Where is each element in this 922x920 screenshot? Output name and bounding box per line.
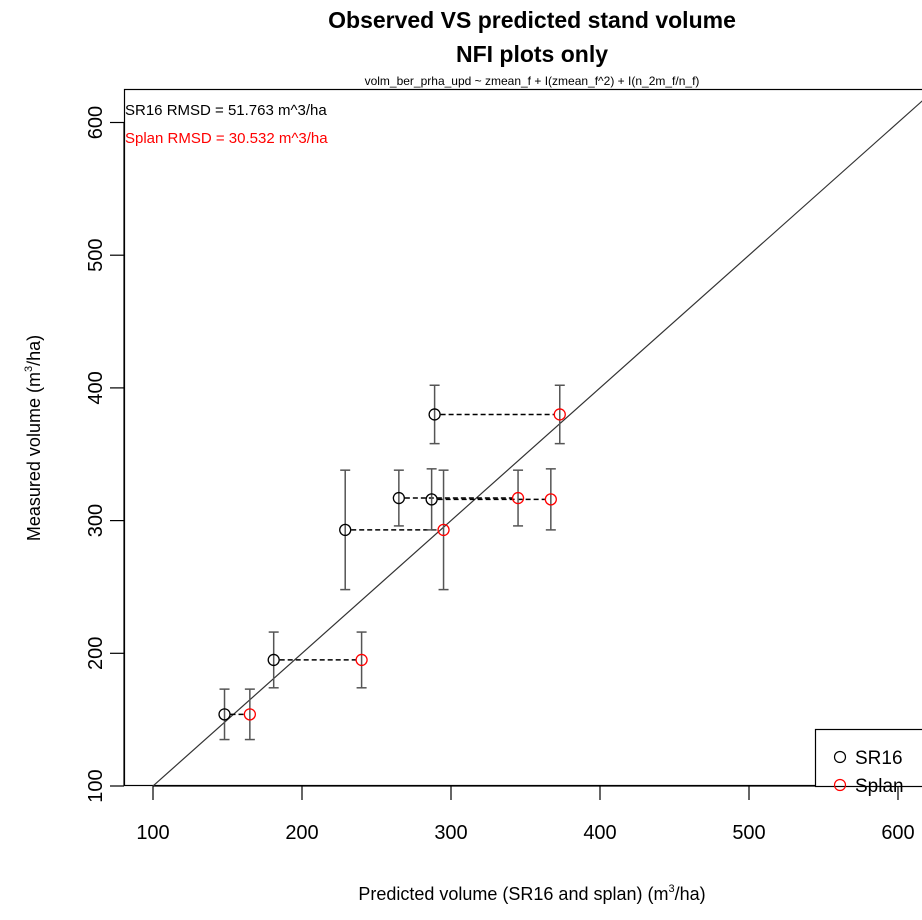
chart-title: Observed VS predicted stand volume bbox=[328, 7, 736, 33]
data-point-splan bbox=[243, 708, 257, 721]
x-tick-label: 300 bbox=[434, 822, 467, 844]
annotation-splan-rmsd: Splan RMSD = 30.532 m^3/ha bbox=[125, 130, 328, 147]
chart-subtitle: volm_ber_prha_upd ~ zmean_f + I(zmean_f^… bbox=[365, 74, 700, 88]
data-point-splan bbox=[437, 523, 450, 537]
legend-label-sr16: SR16 bbox=[855, 748, 903, 769]
y-tick-label: 400 bbox=[85, 371, 107, 404]
x-tick-label: 200 bbox=[285, 822, 318, 844]
x-tick-label: 400 bbox=[583, 822, 616, 844]
data-points bbox=[218, 408, 566, 721]
data-point-splan bbox=[355, 653, 368, 667]
data-point-splan bbox=[544, 493, 557, 506]
y-tick-label: 200 bbox=[85, 637, 107, 670]
y-axis-label-prefix: Measured volume (m bbox=[24, 372, 44, 541]
plot-frame bbox=[123, 88, 922, 787]
data-point-sr16 bbox=[218, 708, 231, 721]
data-point-sr16 bbox=[339, 523, 352, 537]
y-axis-label: Measured volume (m3/ha) bbox=[23, 335, 44, 541]
plot-area bbox=[152, 100, 922, 786]
legend: SR16 Splan bbox=[814, 728, 922, 797]
x-axis-label-suffix: /ha) bbox=[675, 884, 706, 904]
data-point-sr16 bbox=[392, 491, 406, 505]
data-point-sr16 bbox=[425, 493, 438, 506]
y-axis-label-sup: 3 bbox=[23, 366, 35, 372]
legend-marker-sr16 bbox=[833, 750, 847, 764]
data-point-sr16 bbox=[428, 408, 441, 421]
connector-lines bbox=[230, 413, 554, 716]
chart-title-line2: NFI plots only bbox=[456, 41, 608, 67]
y-tick-label: 600 bbox=[85, 106, 107, 139]
x-axis-label-sup: 3 bbox=[668, 883, 674, 895]
x-tick-label: 100 bbox=[136, 822, 169, 844]
y-axis: 100 200 300 400 500 600 bbox=[85, 106, 125, 803]
annotation-sr16-rmsd: SR16 RMSD = 51.763 m^3/ha bbox=[125, 102, 327, 119]
reference-line-1to1 bbox=[152, 100, 922, 786]
legend-box bbox=[814, 728, 922, 788]
y-tick-label: 500 bbox=[85, 239, 107, 272]
y-axis-label-suffix: /ha) bbox=[24, 335, 44, 366]
legend-label-splan: Splan bbox=[855, 776, 904, 797]
x-axis-label: Predicted volume (SR16 and splan) (m3/ha… bbox=[358, 883, 705, 904]
data-point-splan bbox=[511, 491, 525, 505]
x-tick-label: 500 bbox=[732, 822, 765, 844]
x-tick-label: 600 bbox=[881, 822, 914, 844]
error-bars bbox=[219, 384, 565, 741]
x-axis-label-prefix: Predicted volume (SR16 and splan) (m bbox=[358, 884, 668, 904]
x-axis: 100 200 300 400 500 600 bbox=[136, 785, 915, 844]
data-point-splan bbox=[553, 408, 566, 421]
data-point-sr16 bbox=[267, 653, 280, 667]
y-tick-label: 300 bbox=[85, 504, 107, 537]
legend-marker-splan bbox=[833, 778, 847, 792]
y-tick-label: 100 bbox=[85, 769, 107, 802]
